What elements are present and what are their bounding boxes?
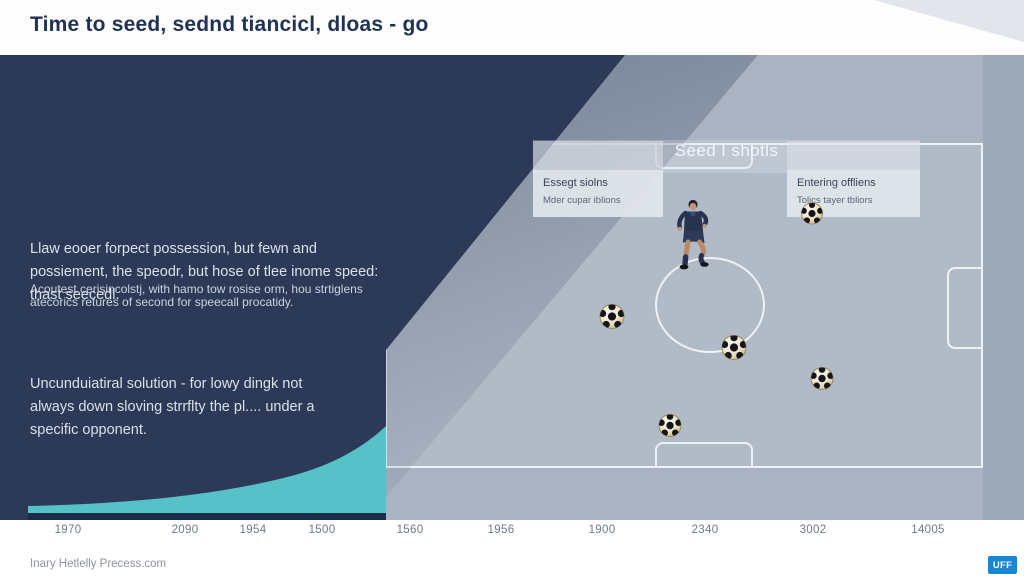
timeline-label-2340: 2340 — [691, 524, 719, 536]
soccer-ball-icon — [721, 335, 747, 366]
soccer-player-icon — [670, 198, 716, 275]
timeline-label-1500: 1500 — [308, 524, 336, 536]
goal-box-bottom — [655, 442, 753, 468]
soccer-ball-icon — [599, 304, 625, 335]
label-box-right-line2: Tolics tayer tbliors — [797, 195, 873, 206]
teal-curve-shape — [28, 426, 386, 513]
timeline-label-3002: 3002 — [799, 524, 827, 536]
label-box-left: Essegt siolns Mder cupar iblions — [533, 141, 663, 217]
soccer-ball-icon — [658, 414, 682, 443]
paragraph-possession: Llaw eooer forpect possession, but fewn … — [30, 241, 379, 304]
timeline-label-2090: 2090 — [171, 524, 199, 536]
soccer-ball-icon — [810, 367, 834, 396]
timeline: 1970 2090 1954 1500 1560 1956 1900 2340 3002 1400… — [0, 520, 1024, 546]
right-edge-strip — [983, 55, 1024, 520]
paragraph-solution: Uncunduiatiral solution - for lowy dingk… — [30, 376, 315, 439]
label-box-left-line2: Mder cupar iblions — [543, 195, 621, 206]
page-title: Time to seed, sednd tiancicl, dloas - go — [30, 13, 429, 36]
timeline-label-1560: 1560 — [396, 524, 424, 536]
timeline-label-1956: 1956 — [487, 524, 515, 536]
navy-underbar — [28, 513, 386, 520]
main-band: Seed I shotls Essegt siolns Mder cupar i… — [0, 55, 1024, 520]
diagram-heading: Seed I shotls — [674, 141, 779, 160]
header: Time to seed, sednd tiancicl, dloas - go — [0, 0, 1024, 55]
footer-credit: Inary Hetlelly Precess.com — [30, 558, 167, 570]
uff-badge: UFF — [988, 556, 1017, 574]
paragraph-possession-sub: Acoutest cerisincolstj, with hamo tow ro… — [30, 282, 363, 309]
label-box-left-line1: Essegt siolns — [543, 177, 608, 189]
corner-decoration — [874, 0, 1024, 42]
timeline-label-1900: 1900 — [588, 524, 616, 536]
penalty-box-right — [947, 267, 983, 349]
timeline-label-14005: 14005 — [911, 524, 945, 536]
timeline-label-1954: 1954 — [239, 524, 267, 536]
label-box-right-line1: Entering offliens — [797, 177, 876, 189]
soccer-ball-icon — [801, 202, 824, 230]
center-circle — [655, 257, 765, 353]
timeline-label-1970: 1970 — [54, 524, 82, 536]
